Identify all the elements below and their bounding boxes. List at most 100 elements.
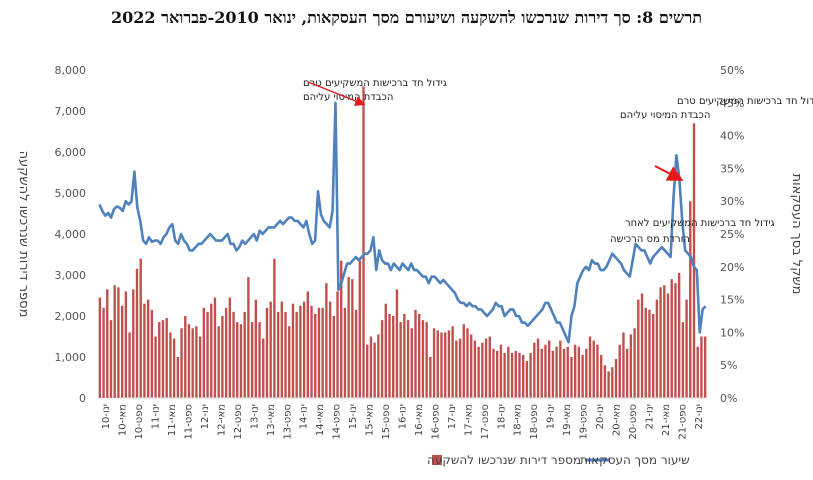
annotation-2-line-1: גידול חד ברכישות המשקיעים טרם bbox=[677, 96, 813, 107]
bar bbox=[458, 338, 462, 398]
bar bbox=[288, 326, 291, 398]
bar bbox=[336, 291, 339, 398]
bar bbox=[258, 322, 261, 398]
bar bbox=[477, 346, 480, 398]
right-axis-title: משקל בסך העסקאות bbox=[789, 174, 804, 295]
annotation-1: גידול חד ברכישות המשקיעים טרם הכבדת המיס… bbox=[303, 78, 447, 106]
bar bbox=[228, 297, 232, 398]
bar bbox=[544, 344, 547, 398]
series-line bbox=[98, 101, 707, 344]
bar bbox=[143, 303, 146, 398]
bar bbox=[444, 332, 447, 398]
bar bbox=[499, 344, 503, 398]
bar bbox=[685, 299, 688, 398]
bar bbox=[284, 311, 287, 398]
right-tick-label: 30% bbox=[720, 195, 744, 208]
bar bbox=[98, 297, 102, 398]
annotation-2: גידול חד ברכישות המשקיעים טרם הכבדת המיס… bbox=[620, 96, 813, 181]
bar bbox=[317, 307, 321, 398]
bar bbox=[703, 336, 707, 398]
bar bbox=[232, 311, 235, 398]
bar bbox=[154, 336, 157, 398]
bar bbox=[236, 322, 239, 398]
bar bbox=[522, 354, 525, 398]
bar bbox=[280, 301, 284, 398]
bar bbox=[362, 86, 365, 399]
bar bbox=[351, 279, 354, 398]
bar bbox=[577, 346, 581, 398]
bar bbox=[395, 289, 399, 398]
bar bbox=[210, 303, 213, 398]
bar bbox=[224, 307, 228, 398]
right-tick-label: 5% bbox=[720, 359, 737, 372]
annotation-1-arrow bbox=[307, 81, 366, 106]
right-tick-label: 20% bbox=[720, 261, 744, 274]
bar bbox=[663, 285, 666, 398]
bar bbox=[117, 287, 120, 398]
bar bbox=[432, 328, 436, 398]
bar bbox=[447, 330, 451, 398]
right-tick-label: 40% bbox=[720, 130, 744, 143]
bar bbox=[295, 311, 298, 398]
bar bbox=[503, 352, 506, 398]
x-tick-label: מאי-20 bbox=[612, 404, 623, 436]
bar bbox=[150, 309, 154, 398]
bar bbox=[169, 332, 172, 398]
bar bbox=[514, 350, 517, 398]
bar bbox=[343, 307, 347, 398]
x-tick-label: מאי-13 bbox=[266, 404, 277, 436]
left-tick-label: 1,000 bbox=[55, 351, 87, 364]
bar bbox=[328, 301, 332, 398]
annotation-3-line-1: גידול חד ברכישות המשקיעים לאחר bbox=[625, 218, 775, 229]
bar bbox=[611, 367, 614, 398]
left-tick-label: 0 bbox=[79, 392, 86, 405]
left-tick-label: 2,000 bbox=[55, 310, 87, 323]
bar bbox=[440, 332, 443, 398]
bar bbox=[581, 354, 584, 398]
bar bbox=[655, 299, 659, 398]
bar bbox=[484, 338, 488, 398]
bar bbox=[674, 283, 677, 398]
right-tick-label: 10% bbox=[720, 326, 744, 339]
bar bbox=[403, 313, 406, 398]
bar bbox=[388, 313, 391, 398]
bar bbox=[588, 336, 592, 398]
bar bbox=[265, 307, 269, 398]
bar bbox=[555, 346, 558, 398]
bar bbox=[410, 328, 413, 398]
bar bbox=[384, 303, 387, 398]
bar bbox=[659, 287, 662, 398]
left-axis-title: מספר דירות שנרכשו להשקעה bbox=[16, 151, 31, 318]
bar bbox=[176, 357, 180, 398]
annotation-3-line-2: הורדת מס הרכישה bbox=[610, 234, 690, 245]
bar bbox=[492, 348, 495, 398]
bar bbox=[165, 318, 168, 398]
bar bbox=[366, 344, 369, 398]
x-tick-label: ספט-10 bbox=[134, 404, 145, 440]
x-tick-label: מאי-11 bbox=[167, 404, 178, 436]
bar bbox=[592, 340, 595, 398]
bar bbox=[135, 268, 139, 398]
bar bbox=[184, 316, 187, 398]
bar bbox=[373, 342, 376, 398]
bar bbox=[481, 342, 484, 398]
legend: מספר דירות שנרכשו להשקעה שיעור מסך העסקא… bbox=[427, 453, 690, 467]
left-tick-label: 8,000 bbox=[55, 64, 87, 77]
bar bbox=[180, 328, 183, 398]
x-tick-label: ינו-15 bbox=[348, 404, 359, 429]
bar bbox=[377, 334, 380, 398]
bar bbox=[436, 330, 439, 398]
bar bbox=[254, 299, 258, 398]
annotation-1-line-1: גידול חד ברכישות המשקיעים טרם bbox=[303, 78, 447, 89]
line-group bbox=[98, 101, 707, 344]
x-tick-label: ספט-12 bbox=[233, 404, 244, 440]
x-tick-label: מאי-10 bbox=[118, 404, 129, 436]
bar bbox=[418, 313, 421, 398]
x-tick-label: מאי-14 bbox=[315, 404, 326, 436]
bar bbox=[566, 346, 569, 398]
left-tick-label: 3,000 bbox=[55, 269, 87, 282]
bar bbox=[625, 348, 629, 398]
legend-line-label: שיעור מסך העסקאות bbox=[580, 453, 690, 467]
left-axis-ticks: 0 1,000 2,000 3,000 4,000 5,000 6,000 7,000 8,00… bbox=[55, 64, 87, 405]
bar bbox=[128, 332, 131, 398]
